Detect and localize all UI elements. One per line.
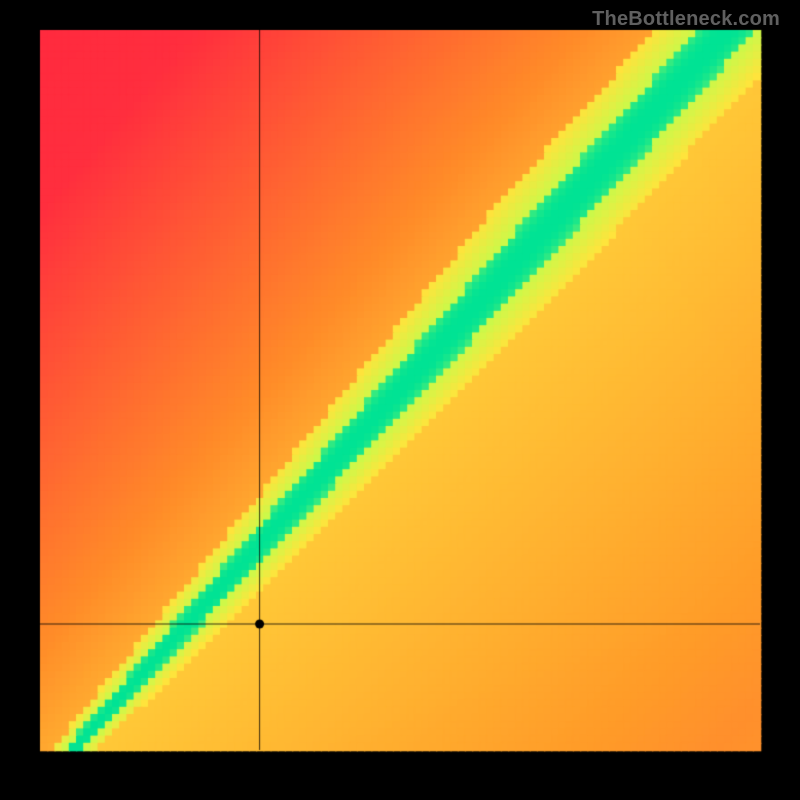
- bottleneck-heatmap: [0, 0, 800, 800]
- watermark-text: TheBottleneck.com: [592, 8, 780, 31]
